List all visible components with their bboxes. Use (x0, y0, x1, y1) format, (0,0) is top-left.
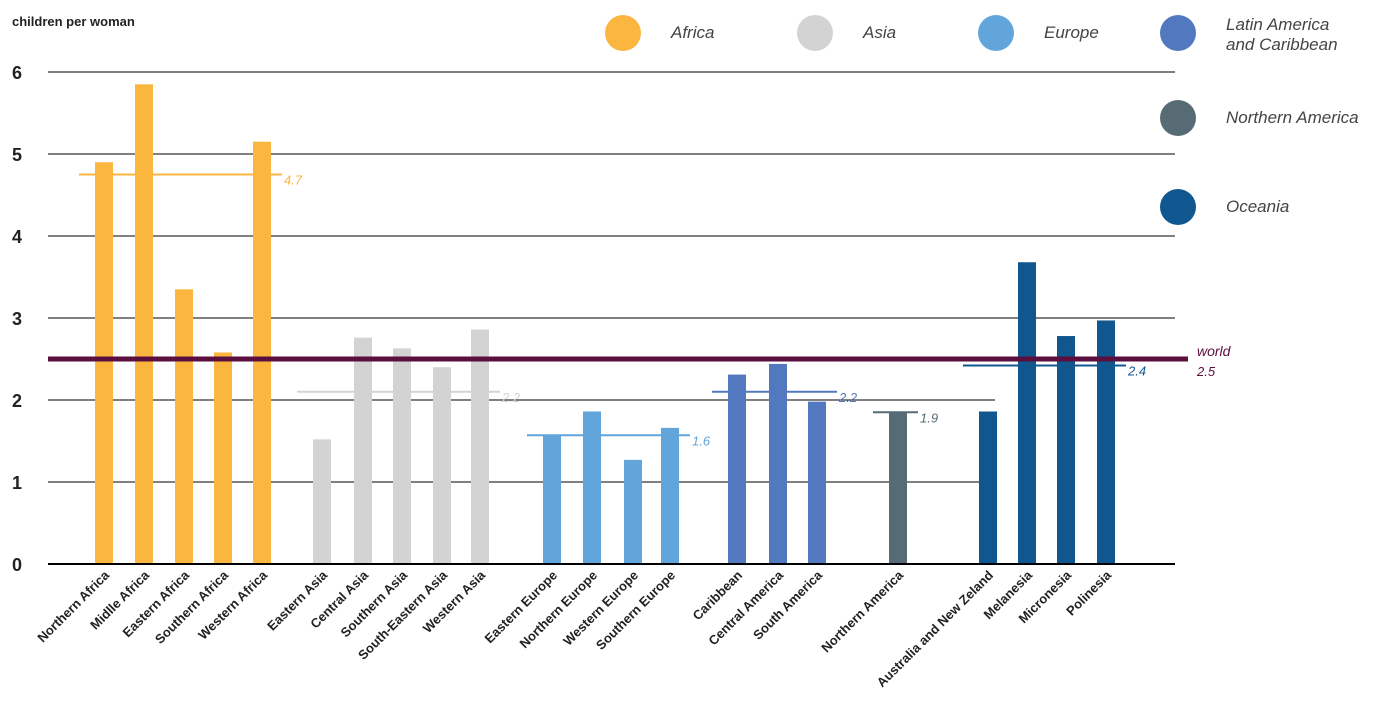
y-tick-label: 5 (12, 145, 22, 165)
bar (313, 439, 331, 564)
bar (979, 411, 997, 564)
bar (393, 348, 411, 564)
legend-label-latin-america: Latin America and Caribbean (1226, 15, 1338, 54)
legend-item-asia: Asia (797, 15, 896, 51)
x-tick-label: Northern America (818, 567, 906, 655)
x-tick-label: South America (750, 567, 826, 643)
region-average-label: 4.7 (284, 173, 303, 188)
legend-label-europe: Europe (1044, 23, 1099, 42)
bar (1097, 320, 1115, 564)
bar (471, 329, 489, 564)
legend-label-asia: Asia (863, 23, 897, 42)
bar (661, 427, 679, 564)
bar (175, 289, 193, 564)
bar (889, 412, 907, 564)
legend-label-africa: Africa (671, 23, 715, 42)
bar (1018, 262, 1036, 564)
y-tick-label: 1 (12, 473, 22, 493)
region-average-label: 2.2 (501, 390, 521, 405)
region-average-label: 1.9 (920, 410, 938, 425)
legend-item-europe: Europe (978, 15, 1099, 51)
bar (95, 162, 113, 564)
bar (135, 84, 153, 565)
y-tick-label: 6 (12, 63, 22, 83)
y-axis-label: children per woman (12, 14, 135, 29)
y-tick-label: 4 (12, 227, 22, 247)
x-tick-label: Polinesia (1063, 567, 1115, 619)
legend-item-oceania: Oceania (1160, 189, 1289, 225)
region-average-label: 1.6 (692, 433, 711, 448)
legend-swatch-africa (605, 15, 641, 51)
legend-swatch-latin-america (1160, 15, 1196, 51)
bar (1057, 336, 1075, 564)
region-average-label: 2.4 (1127, 364, 1146, 379)
x-tick-label: Northern Africa (34, 567, 112, 645)
bar (769, 363, 787, 564)
region-average-label: 2.2 (838, 390, 858, 405)
legend-item-africa: Africa (605, 15, 714, 51)
x-tick-label: Eastern Europe (482, 568, 561, 647)
y-tick-label: 0 (12, 555, 22, 575)
bar (624, 459, 642, 564)
bar (433, 367, 451, 564)
legend-label-oceania: Oceania (1226, 197, 1290, 216)
bar (808, 401, 826, 564)
legend-swatch-asia (797, 15, 833, 51)
legend-swatch-oceania (1160, 189, 1196, 225)
bar (253, 141, 271, 564)
legend-label-northern-america: Northern America (1226, 108, 1359, 127)
bar (214, 352, 232, 564)
bar (728, 374, 746, 564)
bar (354, 337, 372, 564)
world-reference-label: world (1197, 343, 1232, 359)
legend-item-latin-america: Latin America and Caribbean (1160, 15, 1338, 55)
y-tick-label: 2 (12, 391, 22, 411)
x-tick-label: Southern Asia (338, 567, 411, 640)
bar (543, 434, 561, 564)
legend-item-northern-america: Northern America (1160, 100, 1359, 136)
legend-swatch-northern-america (1160, 100, 1196, 136)
x-tick-label: Western Africa (195, 567, 271, 643)
y-tick-label: 3 (12, 309, 22, 329)
bar (583, 411, 601, 564)
legend-swatch-europe (978, 15, 1014, 51)
world-reference-value: 2.5 (1196, 364, 1216, 379)
